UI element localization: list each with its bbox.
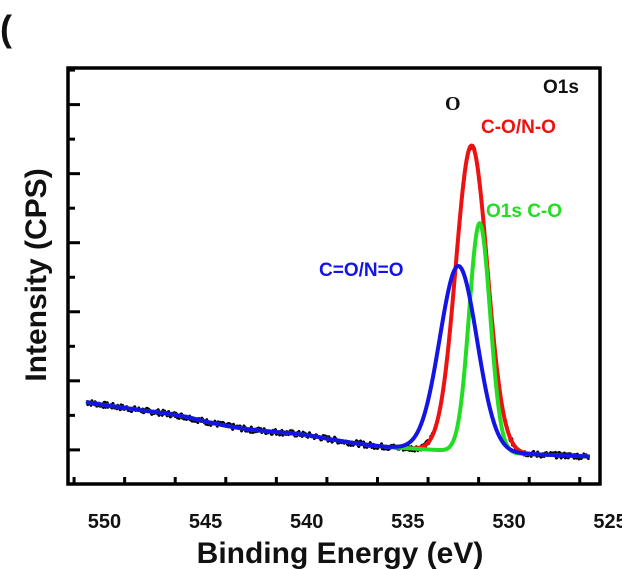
spectrum-label: O1s — [543, 77, 579, 98]
x-axis-title: Binding Energy (eV) — [197, 537, 484, 569]
green-peak-label: O1s C-O — [486, 201, 562, 222]
axes-layer — [66, 66, 602, 486]
x-tick-label-545: 545 — [189, 511, 222, 533]
y-axis-title: Intensity (CPS) — [20, 168, 53, 381]
x-tick-label-535: 535 — [391, 511, 424, 533]
curves-layer — [85, 143, 591, 461]
x-tick-label-550: 550 — [88, 511, 121, 533]
panel-label: ( — [0, 8, 12, 49]
blue-peak-label: C=O/N=O — [319, 260, 403, 281]
x-tick-label-525: 525 — [593, 511, 622, 533]
x-tick-label-530: 530 — [492, 511, 525, 533]
black-mark-label: O — [445, 93, 461, 115]
x-tick-label-540: 540 — [290, 511, 323, 533]
labels-layer: 550 545 540 535 530 525 Binding Energy (… — [20, 77, 622, 569]
series-line-o1s-c-o — [85, 221, 591, 459]
red-peak-label: C-O/N-O — [481, 117, 556, 138]
series-line-c-o-n-o — [85, 264, 591, 459]
